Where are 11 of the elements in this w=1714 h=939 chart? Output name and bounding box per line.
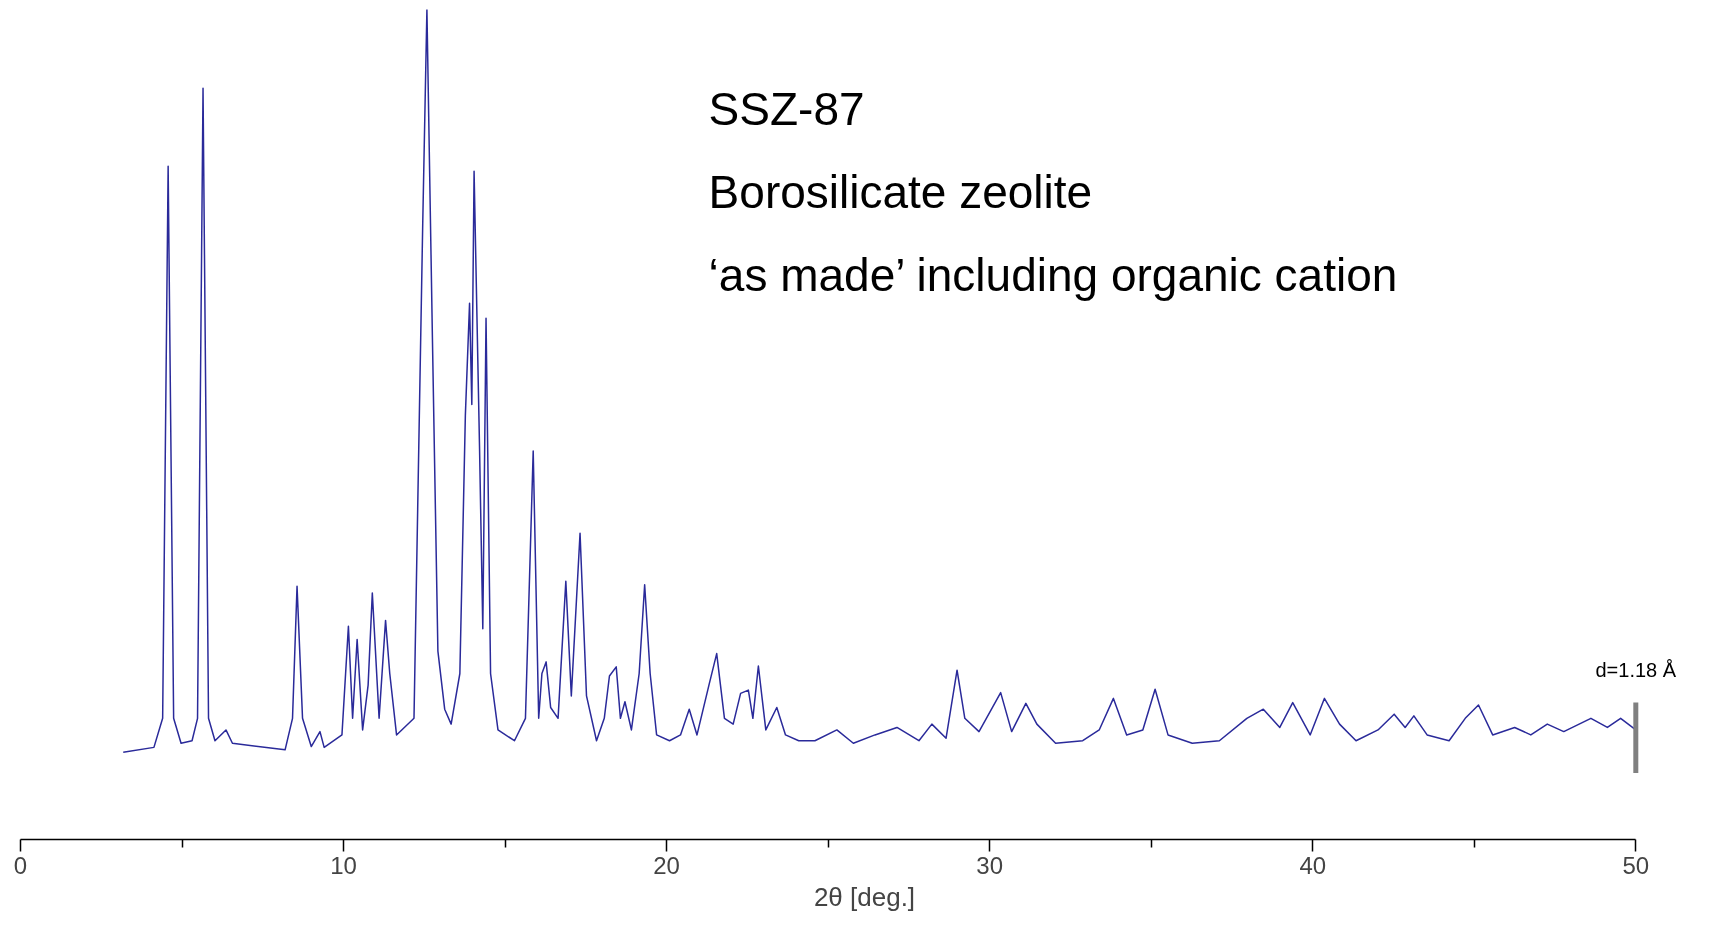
x-tick-label: 30 xyxy=(976,851,1004,879)
annotation: Borosilicate zeolite xyxy=(708,166,1093,219)
annotation: ‘as made’ including organic cation xyxy=(708,249,1398,302)
x-tick-label: 0 xyxy=(13,851,28,879)
x-tick-label: 10 xyxy=(330,851,357,879)
text: SSZ-87 xyxy=(708,83,865,136)
x-tick-label: 50 xyxy=(1622,851,1650,879)
annotation: d=1.18 Å xyxy=(1595,658,1677,681)
x-tick-label: 40 xyxy=(1299,851,1327,879)
x-axis-title: 2θ [deg.] xyxy=(813,881,916,912)
x-tick-label: 20 xyxy=(653,851,680,879)
